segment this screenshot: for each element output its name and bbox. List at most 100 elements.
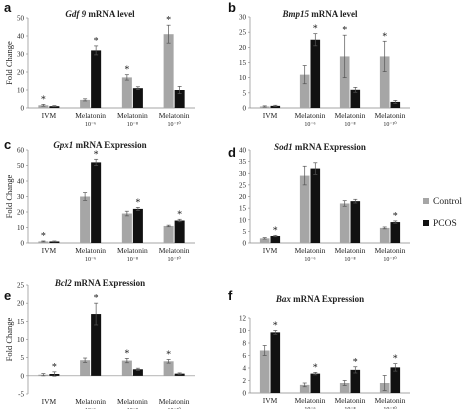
legend-swatch-pcos [423,220,429,226]
legend-label-control: Control [433,197,462,207]
y-tick-label: 5 [243,89,247,97]
title-gene: Bmp15 [281,9,309,19]
y-tick-label: 2 [243,377,247,385]
x-tick-label: 10⁻⁸ [127,122,138,128]
y-tick-label: 0 [21,240,25,248]
chart-title: Bcl2 mRNA Expression [54,278,145,288]
title-gene: Gdf 9 [65,9,86,19]
y-tick-label: 0 [243,105,247,113]
x-tick-label: Melatonin [375,396,406,405]
x-tick-label: IVM [42,246,57,255]
y-tick-label: 25 [17,282,25,290]
significance-star: * [177,209,182,220]
x-tick-label: IVM [42,397,57,406]
y-tick-label: 10 [239,74,247,82]
y-tick-label: 4 [243,365,247,373]
x-tick-label: IVM [42,111,57,120]
x-tick-label: IVM [263,246,278,255]
bar-pcos [270,105,281,108]
y-tick-label: 20 [239,44,247,52]
x-tick-label: 10⁻¹⁰ [383,256,397,263]
panel-letter: e [4,288,11,303]
bar-control [121,77,132,108]
x-tick-label: Melatonin [335,111,366,120]
title-gene: Bcl2 [54,278,72,288]
x-tick-label: 10⁻¹⁰ [383,121,397,128]
y-tick-label: 50 [17,162,25,170]
significance-star: * [41,94,46,105]
bar-pcos [350,369,361,393]
bar-control [299,74,310,108]
title-gene: Sod1 [274,142,293,152]
bar-control [163,361,174,376]
chart-title: Gpx1 mRNA Expression [53,140,146,150]
y-axis-label: Fold Change [4,317,14,361]
significance-star: * [353,357,358,368]
x-tick-label: Melatonin [159,111,190,120]
panel-letter: b [228,0,236,15]
y-tick-label: 12 [239,315,247,323]
bar-control [339,383,350,393]
y-tick-label: 10 [17,224,25,232]
panel-letter: a [4,0,12,15]
panel-d: d Sod1 mRNA Expression 0 5 10 15 20 25 30 35 40 * IV… [228,142,410,263]
bar-control [339,203,350,243]
y-tick-label: 0 [243,390,247,398]
y-tick-label: 10 [17,87,25,95]
title-suffix: mRNA level [309,9,358,19]
significance-star: * [273,321,278,332]
bar-control [259,350,270,393]
significance-star: * [166,15,171,26]
y-tick-label: 10 [239,327,247,335]
legend-swatch-control [423,198,429,204]
x-tick-label: 10⁻⁸ [344,407,355,409]
significance-star: * [313,362,318,373]
bar-pcos [174,220,185,243]
y-tick-label: 40 [17,178,25,186]
y-axis-label: Fold Change [4,41,14,85]
y-axis-label: Fold Change [4,174,14,218]
significance-star: * [52,362,57,373]
x-tick-label: Melatonin [75,397,106,406]
x-tick-label: Melatonin [375,111,406,120]
y-tick-label: 30 [17,193,25,201]
x-tick-label: IVM [263,111,278,120]
panel-letter: c [4,137,11,152]
significance-star: * [94,36,99,47]
y-tick-label: 15 [239,59,247,67]
bar-control [163,34,174,109]
significance-star: * [124,348,129,359]
y-tick-label: 20 [17,300,25,308]
y-tick-label: 10 [17,336,25,344]
y-tick-label: -5 [18,391,24,399]
x-tick-label: Melatonin [335,396,366,405]
y-tick-label: 0 [21,372,25,380]
bar-pcos [350,89,361,108]
significance-star: * [94,149,99,160]
y-tick-label: 5 [21,354,25,362]
x-tick-label: Melatonin [295,111,326,120]
significance-star: * [342,25,347,36]
bar-pcos [310,373,321,393]
chart-title: Sod1 mRNA Expression [274,142,366,152]
panel-f: f Bax mRNA Expression 0 2 4 6 8 10 12 * IVM * Melato… [228,288,410,409]
x-tick-label: IVM [263,396,278,405]
y-tick-label: 20 [239,193,247,201]
x-tick-label: 10⁻⁸ [344,257,355,263]
significance-star: * [393,211,398,222]
bar-pcos [91,314,102,376]
x-tick-label: 10⁻¹⁰ [167,256,181,263]
y-tick-label: 50 [17,15,25,23]
y-tick-label: 20 [17,209,25,217]
significance-star: * [166,349,171,360]
significance-star: * [124,65,129,76]
y-tick-label: 30 [239,170,247,178]
significance-star: * [313,24,318,35]
x-tick-label: Melatonin [75,246,106,255]
bar-control [80,360,91,376]
bar-pcos [132,369,143,376]
x-tick-label: 10⁻⁶ [304,122,315,128]
x-tick-label: Melatonin [117,397,148,406]
x-tick-label: Melatonin [375,246,406,255]
